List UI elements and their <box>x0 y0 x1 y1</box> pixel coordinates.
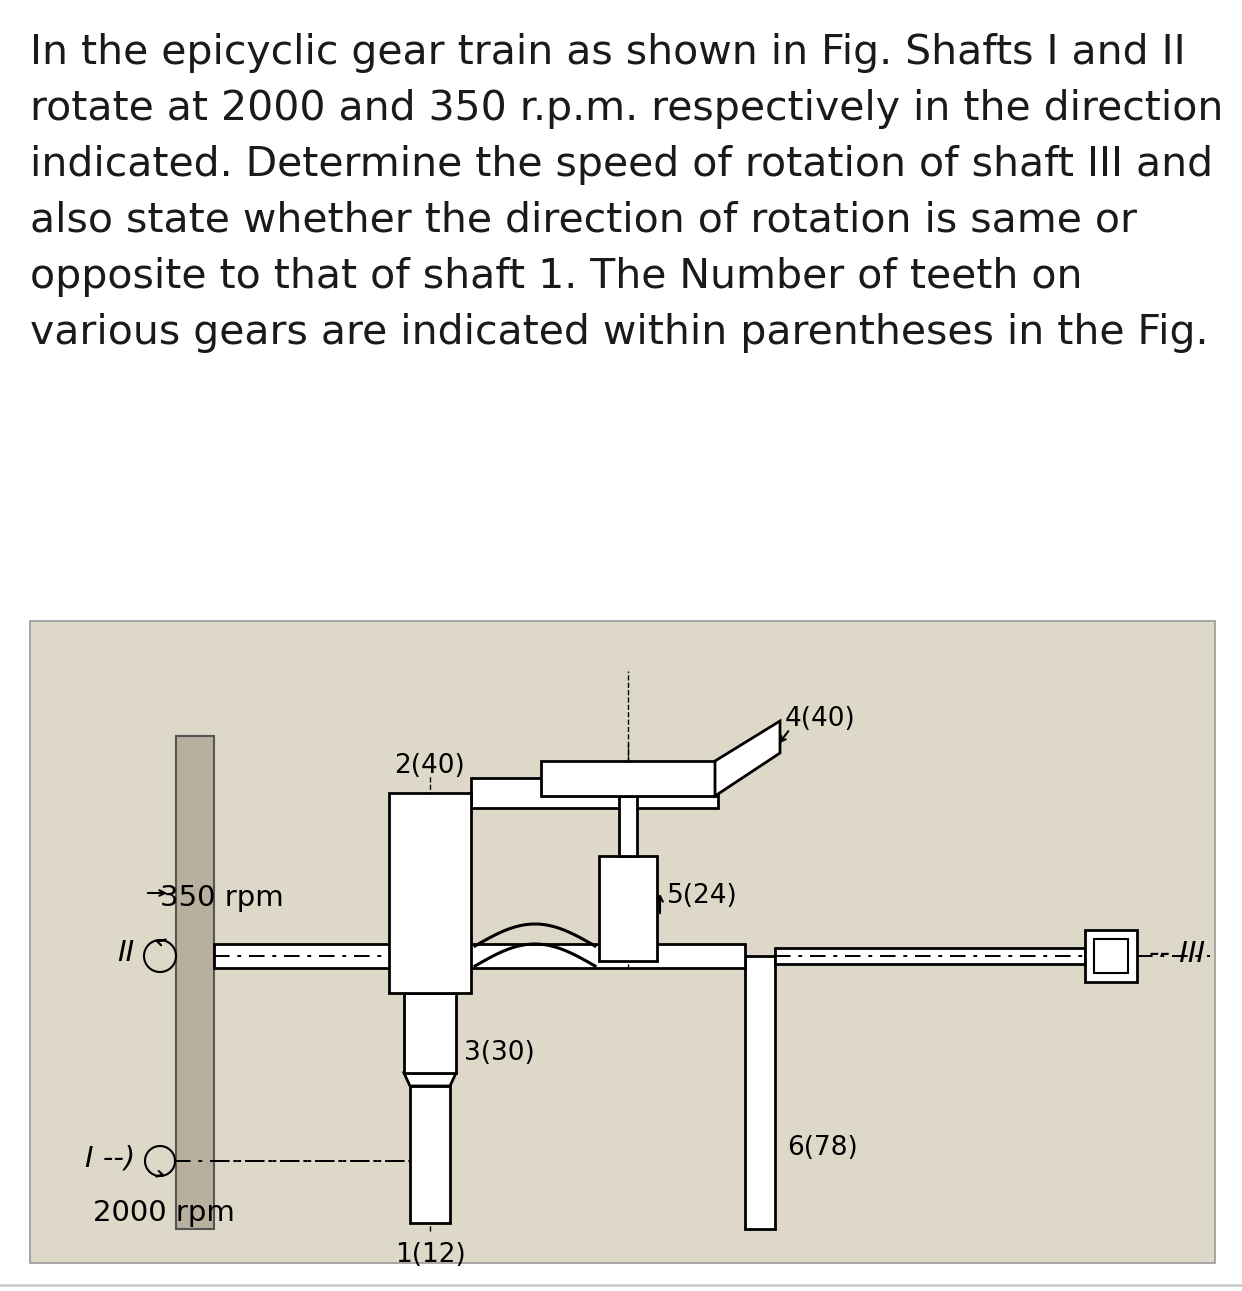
Text: various gears are indicated within parentheses in the Fig.: various gears are indicated within paren… <box>30 312 1208 352</box>
Text: I --): I --) <box>84 1144 135 1172</box>
Polygon shape <box>715 720 780 797</box>
Bar <box>410 1086 450 1223</box>
Bar <box>542 760 715 797</box>
Text: 4(40): 4(40) <box>785 706 856 732</box>
Text: 6(78): 6(78) <box>787 1135 858 1161</box>
Bar <box>745 957 775 1229</box>
Bar <box>1094 939 1128 973</box>
Polygon shape <box>404 1073 456 1086</box>
Bar <box>1086 930 1136 982</box>
Text: 2(40): 2(40) <box>395 753 466 778</box>
Bar <box>471 778 718 808</box>
Text: 5(24): 5(24) <box>667 883 738 909</box>
Text: 1(12): 1(12) <box>395 1242 466 1268</box>
Text: 3(30): 3(30) <box>465 1041 535 1066</box>
Bar <box>619 797 637 856</box>
Bar <box>599 856 657 961</box>
Text: II: II <box>117 939 134 967</box>
Bar <box>214 944 745 968</box>
Text: In the epicyclic gear train as shown in Fig. Shafts I and II: In the epicyclic gear train as shown in … <box>30 34 1186 74</box>
Text: also state whether the direction of rotation is same or: also state whether the direction of rota… <box>30 201 1136 241</box>
Bar <box>404 993 456 1073</box>
Text: 350 rpm: 350 rpm <box>160 884 283 911</box>
Text: rotate at 2000 and 350 r.p.m. respectively in the direction: rotate at 2000 and 350 r.p.m. respective… <box>30 89 1223 129</box>
Text: -- III: -- III <box>1149 940 1205 968</box>
Text: 2000 rpm: 2000 rpm <box>93 1199 235 1226</box>
Bar <box>30 621 1215 1263</box>
Bar <box>775 948 1086 964</box>
Bar <box>176 736 214 1229</box>
Bar <box>389 793 471 993</box>
Text: opposite to that of shaft 1. The Number of teeth on: opposite to that of shaft 1. The Number … <box>30 257 1083 297</box>
Text: indicated. Determine the speed of rotation of shaft III and: indicated. Determine the speed of rotati… <box>30 145 1213 185</box>
